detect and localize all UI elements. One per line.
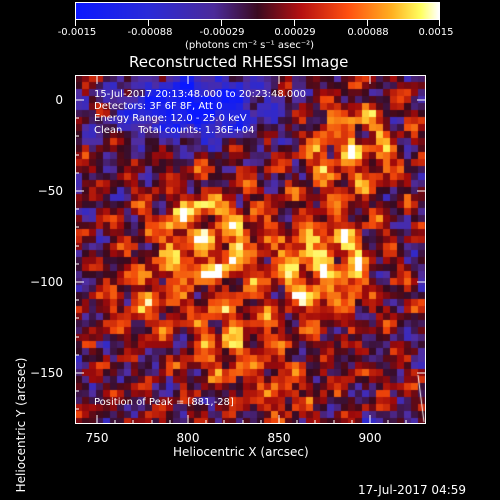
observation-info: 15-Jul-2017 20:13:48.000 to 20:23:48.000… (94, 89, 306, 137)
x-tick-label: 800 (176, 431, 200, 445)
plot-title: Reconstructed RHESSI Image (129, 53, 349, 71)
colorbar-unit-label: (photons cm⁻² s⁻¹ asec⁻²) (185, 40, 315, 51)
clean-counts-text: Clean Total counts: 1.36E+04 (94, 125, 255, 136)
colorbar-ticks (75, 20, 440, 26)
colorbar-tick-label: 0.00029 (274, 27, 316, 38)
plot-frame (75, 75, 426, 424)
x-tick-label: 850 (267, 431, 291, 445)
colorbar-tick-label: 0.00088 (347, 27, 389, 38)
x-tick-label: 900 (358, 431, 382, 445)
detectors-text: Detectors: 3F 6F 8F, Att 0 (94, 101, 223, 112)
axis-ticks (75, 75, 426, 424)
colorbar-tick-label: -0.00088 (127, 27, 173, 38)
x-axis-label: Heliocentric X (arcsec) (173, 445, 309, 459)
time-range-text: 15-Jul-2017 20:13:48.000 to 20:23:48.000 (94, 89, 306, 100)
colorbar-tick-label: -0.0015 (57, 27, 97, 38)
rhessi-image (75, 75, 426, 424)
timestamp: 17-Jul-2017 04:59 (358, 483, 467, 497)
y-tick-label: −100 (30, 275, 63, 289)
y-axis-label: Heliocentric Y (arcsec) (14, 357, 28, 493)
peak-position-text: Position of Peak = [881,-28] (94, 397, 234, 408)
y-tick-label: −50 (37, 184, 63, 198)
colorbar-tick-label: 0.0015 (418, 27, 454, 38)
colorbar-tick-label: -0.00029 (199, 27, 245, 38)
x-tick-label: 750 (85, 431, 109, 445)
energy-range-text: Energy Range: 12.0 - 25.0 keV (94, 113, 247, 124)
colorbar (75, 2, 440, 20)
y-tick-label: 0 (55, 93, 63, 107)
y-tick-label: −150 (30, 366, 63, 380)
